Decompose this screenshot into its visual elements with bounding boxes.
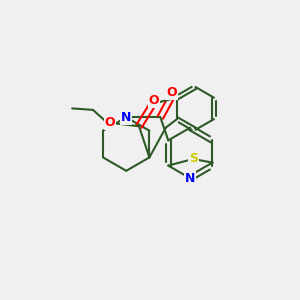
- Text: O: O: [148, 94, 159, 107]
- Text: O: O: [105, 116, 116, 129]
- Text: O: O: [167, 86, 177, 99]
- Text: N: N: [185, 172, 195, 185]
- Text: S: S: [189, 152, 198, 165]
- Text: N: N: [121, 111, 131, 124]
